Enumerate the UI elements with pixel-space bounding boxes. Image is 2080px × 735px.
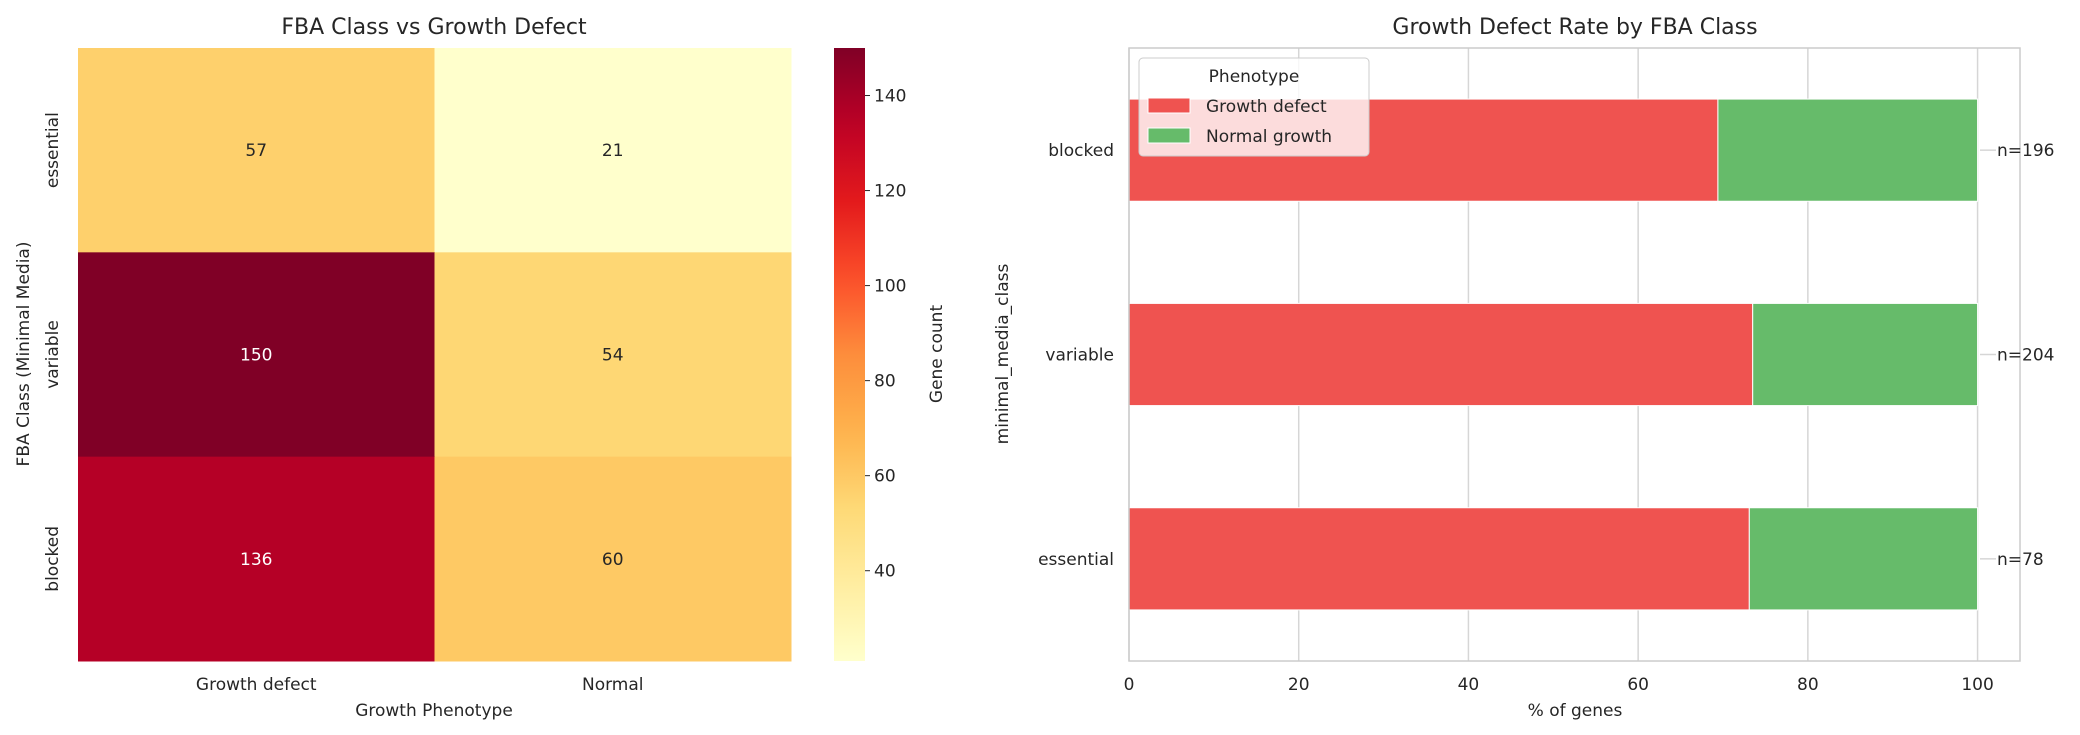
heatmap-cell bbox=[434, 48, 792, 253]
colorbar-label: Gene count bbox=[927, 305, 947, 404]
heatmap-xtick-label: Normal bbox=[582, 675, 644, 695]
heatmap-cell bbox=[78, 48, 435, 253]
heatmap-cell-label: 54 bbox=[602, 346, 624, 366]
bar-segment-growth-defect bbox=[1128, 302, 1754, 407]
colorbar bbox=[834, 48, 865, 661]
heatmap-xtick-label: Growth defect bbox=[196, 675, 317, 695]
bar-axes-frame bbox=[1128, 47, 2021, 662]
bar-segment-normal-growth bbox=[1752, 302, 1979, 407]
bar-count-annotation: n=78 bbox=[1997, 550, 2044, 570]
bar-title: Growth Defect Rate by FBA Class bbox=[1392, 15, 1757, 40]
legend-label-growth-defect: Growth defect bbox=[1206, 97, 1327, 117]
bar-xlabel: % of genes bbox=[1528, 701, 1623, 721]
colorbar-tick-label: 80 bbox=[874, 372, 896, 392]
bar-xtick-label: 100 bbox=[1961, 675, 1993, 695]
heatmap-cell bbox=[78, 252, 435, 458]
bar-ytick-label: blocked bbox=[1048, 141, 1114, 161]
bar-chart: Growth Defect Rate by FBA Class 0 20 40 60 8… bbox=[993, 15, 2054, 721]
heatmap-cell-label: 60 bbox=[602, 550, 624, 570]
bar-xtick-label: 40 bbox=[1458, 675, 1480, 695]
heatmap-cell bbox=[434, 456, 792, 662]
legend-swatch-growth-defect bbox=[1147, 97, 1191, 114]
bar-xtick-label: 20 bbox=[1288, 675, 1310, 695]
legend-swatch-normal-growth bbox=[1147, 127, 1191, 144]
heatmap-cell bbox=[434, 252, 792, 458]
colorbar-tick-label: 60 bbox=[874, 467, 896, 487]
bar-count-annotation: n=196 bbox=[1997, 141, 2054, 161]
heatmap-cell-label: 57 bbox=[245, 141, 267, 161]
bar-count-annotation: n=204 bbox=[1997, 346, 2054, 366]
heatmap-chart: FBA Class vs Growth Defect 57 21 150 54 136 6… bbox=[14, 15, 947, 721]
heatmap-cell bbox=[78, 456, 435, 662]
bar-segment-growth-defect bbox=[1128, 507, 1750, 611]
bar-segment-normal-growth bbox=[1748, 507, 1979, 611]
heatmap-cell-label: 136 bbox=[240, 550, 272, 570]
legend-title: Phenotype bbox=[1209, 67, 1300, 87]
bar-xtick-label: 60 bbox=[1627, 675, 1649, 695]
bar-ytick-label: variable bbox=[1045, 346, 1114, 366]
colorbar-tick-label: 100 bbox=[874, 277, 906, 297]
legend-label-normal-growth: Normal growth bbox=[1206, 127, 1332, 147]
heatmap-ylabel: FBA Class (Minimal Media) bbox=[14, 242, 34, 467]
colorbar-tick-label: 40 bbox=[874, 562, 896, 582]
heatmap-title: FBA Class vs Growth Defect bbox=[281, 15, 587, 40]
heatmap-xlabel: Growth Phenotype bbox=[355, 701, 513, 721]
legend-box bbox=[1138, 57, 1370, 157]
heatmap-ytick-label: variable bbox=[43, 320, 63, 389]
colorbar-tick-label: 140 bbox=[874, 87, 906, 107]
heatmap-ytick-label: essential bbox=[43, 112, 63, 188]
bar-xtick-label: 0 bbox=[1124, 675, 1135, 695]
colorbar-tick-label: 120 bbox=[874, 182, 906, 202]
bar-ytick-label: essential bbox=[1038, 550, 1114, 570]
heatmap-cell-label: 21 bbox=[602, 141, 624, 161]
bar-xtick-label: 80 bbox=[1797, 675, 1819, 695]
heatmap-cell-label: 150 bbox=[240, 346, 272, 366]
bar-ylabel: minimal_media_class bbox=[993, 264, 1013, 445]
heatmap-ytick-label: blocked bbox=[43, 526, 63, 592]
bar-segment-normal-growth bbox=[1717, 98, 1979, 202]
legend: Phenotype Growth defect Normal growth bbox=[1138, 57, 1370, 157]
